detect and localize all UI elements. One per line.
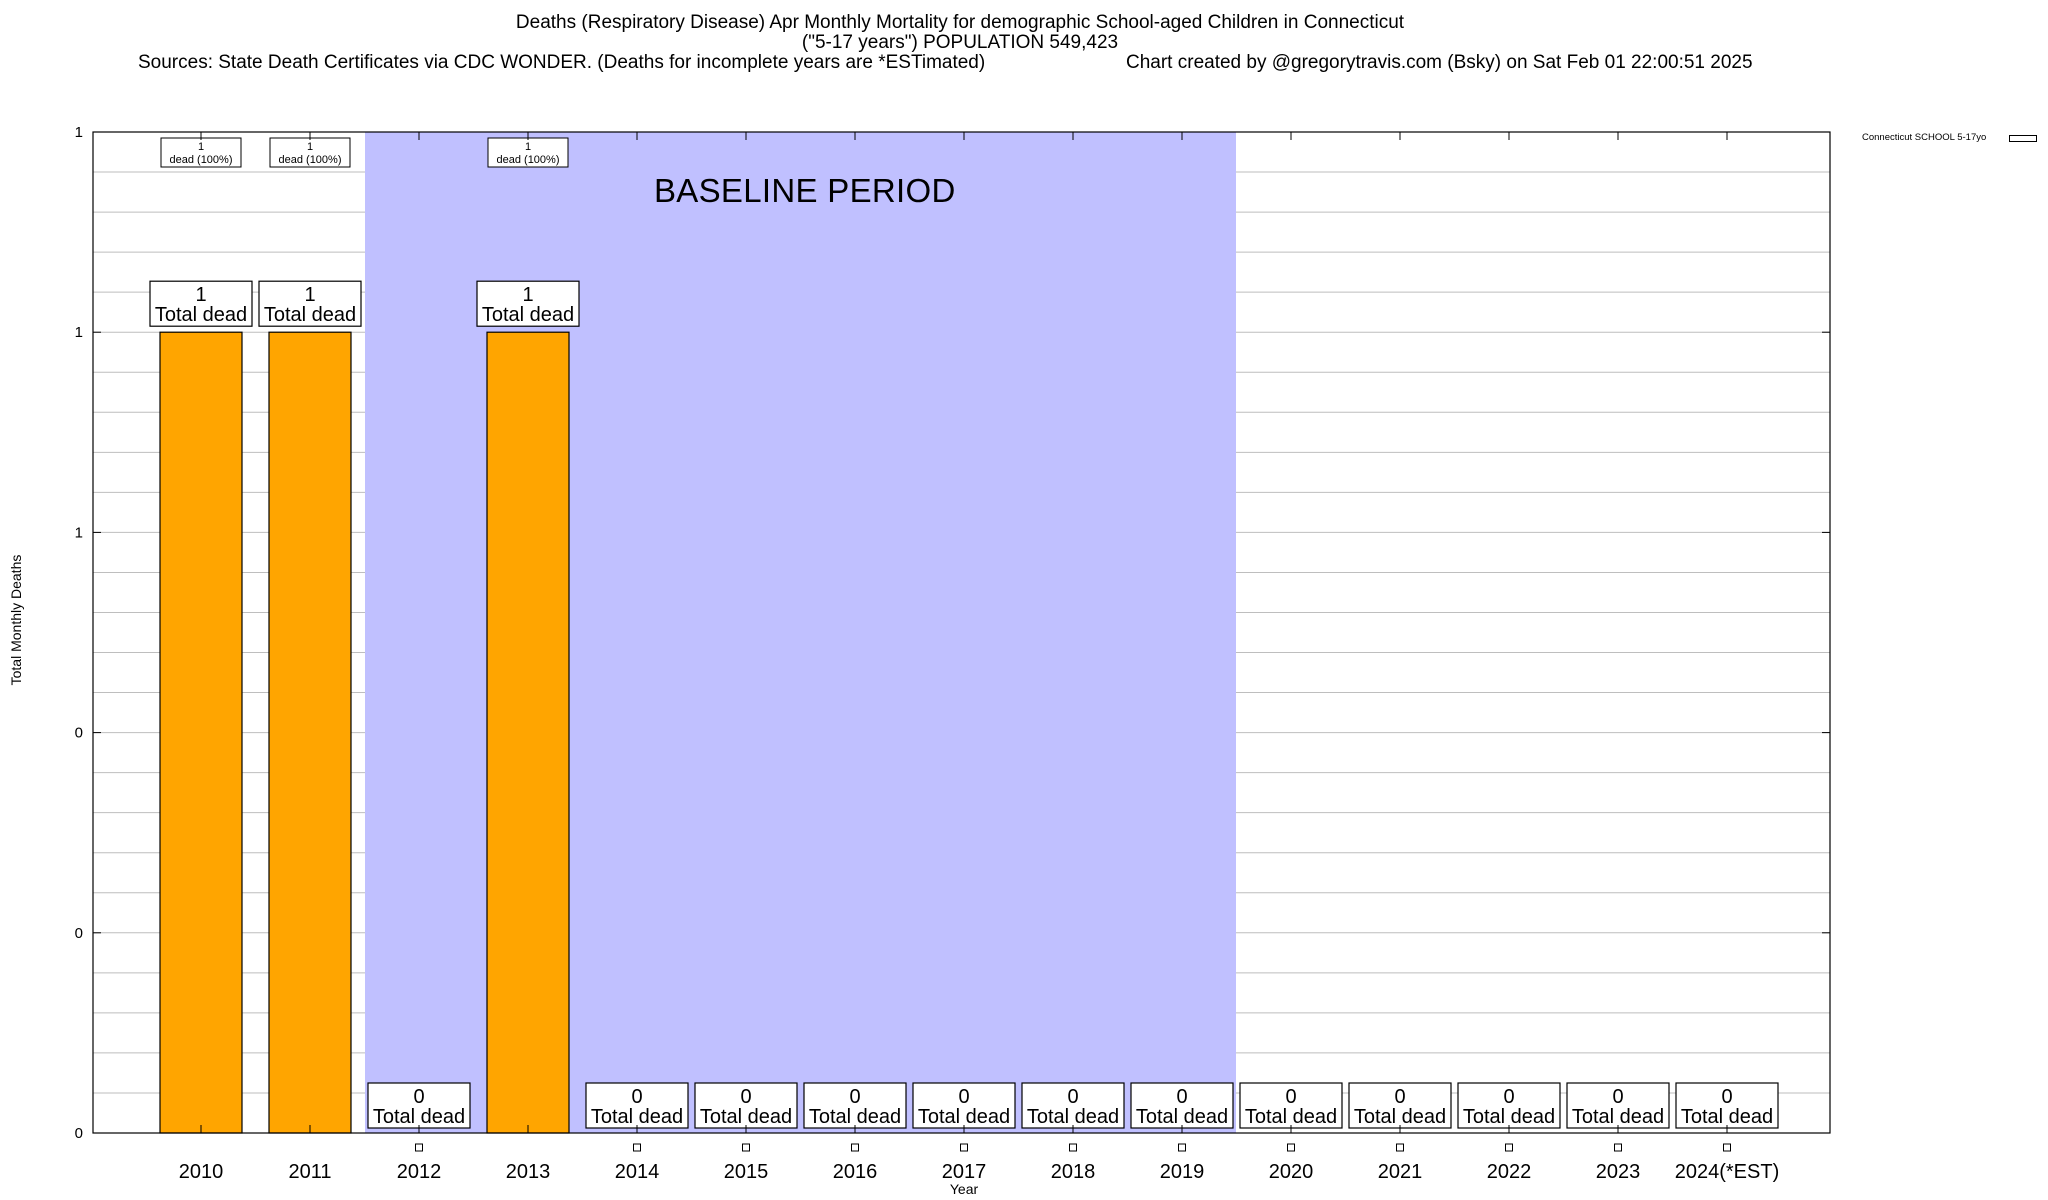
total-label-box-2020	[1239, 1082, 1343, 1129]
zero-marker-2014	[633, 1143, 641, 1152]
total-label-text-2014: Total dead	[591, 1106, 683, 1128]
inner-label-count-2010: 1	[198, 141, 204, 153]
total-label-box-2024(*EST)	[1675, 1082, 1779, 1129]
legend-entry-label: Connecticut SCHOOL 5-17yo	[1862, 132, 1987, 143]
legend-swatch	[2009, 135, 2037, 142]
inner-label-box-2010	[160, 137, 242, 168]
total-label-box-2019	[1130, 1082, 1234, 1129]
x-tick-label-2016: 2016	[833, 1161, 878, 1183]
total-label-count-2022: 0	[1503, 1086, 1514, 1108]
zero-marker-2018	[1069, 1143, 1077, 1152]
total-label-text-2019: Total dead	[1136, 1106, 1228, 1128]
total-label-text-2022: Total dead	[1463, 1106, 1555, 1128]
zero-marker-2020	[1287, 1143, 1295, 1152]
total-label-box-2016	[803, 1082, 907, 1129]
total-label-text-2021: Total dead	[1354, 1106, 1446, 1128]
total-label-text-2023: Total dead	[1572, 1106, 1664, 1128]
inner-label-count-2011: 1	[307, 141, 313, 153]
zero-marker-2015	[742, 1143, 750, 1152]
inner-label-count-2013: 1	[525, 141, 531, 153]
total-label-box-2015	[694, 1082, 798, 1129]
total-label-count-2013: 1	[522, 284, 533, 306]
total-label-text-2015: Total dead	[700, 1106, 792, 1128]
zero-marker-2012	[415, 1143, 423, 1152]
x-tick-label-2019: 2019	[1160, 1161, 1205, 1183]
inner-label-text-2010: dead (100%)	[170, 154, 233, 166]
total-label-count-2017: 0	[958, 1086, 969, 1108]
total-label-box-2014	[585, 1082, 689, 1129]
zero-marker-2022	[1505, 1143, 1513, 1152]
chart-sources-note: Sources: State Death Certificates via CD…	[138, 52, 986, 73]
zero-marker-2024(*EST)	[1723, 1143, 1731, 1152]
x-tick-label-2017: 2017	[942, 1161, 987, 1183]
total-label-text-2016: Total dead	[809, 1106, 901, 1128]
total-label-text-2017: Total dead	[918, 1106, 1010, 1128]
y-tick-label: 0	[75, 1125, 83, 1142]
x-tick-label-2020: 2020	[1269, 1161, 1314, 1183]
y-tick-label: 1	[75, 124, 83, 141]
x-tick-label-2023: 2023	[1596, 1161, 1641, 1183]
y-axis-label: Total Monthly Deaths	[8, 554, 24, 686]
zero-marker-2017	[960, 1143, 968, 1152]
x-tick-label-2013: 2013	[506, 1161, 551, 1183]
bar-2011	[268, 331, 352, 1134]
chart-subtitle-population: ("5-17 years") POPULATION 549,423	[801, 32, 1119, 53]
y-tick-label: 1	[75, 524, 83, 541]
total-label-box-2010	[149, 280, 253, 327]
x-tick-label-2022: 2022	[1487, 1161, 1532, 1183]
total-label-box-2011	[258, 280, 362, 327]
total-label-text-2024(*EST): Total dead	[1681, 1106, 1773, 1128]
y-tick-label: 1	[75, 324, 83, 341]
total-label-count-2018: 0	[1067, 1086, 1078, 1108]
total-label-text-2018: Total dead	[1027, 1106, 1119, 1128]
zero-marker-2023	[1614, 1143, 1622, 1152]
total-label-box-2017	[912, 1082, 1016, 1129]
x-tick-label-2014: 2014	[615, 1161, 660, 1183]
total-label-count-2019: 0	[1176, 1086, 1187, 1108]
total-label-count-2023: 0	[1612, 1086, 1623, 1108]
x-tick-label-2012: 2012	[397, 1161, 442, 1183]
baseline-period-label: BASELINE PERIOD	[654, 172, 956, 209]
total-label-text-2011: Total dead	[264, 304, 356, 326]
x-tick-label-2021: 2021	[1378, 1161, 1423, 1183]
total-label-count-2021: 0	[1394, 1086, 1405, 1108]
total-label-text-2020: Total dead	[1245, 1106, 1337, 1128]
zero-marker-2021	[1396, 1143, 1404, 1152]
y-tick-label: 0	[75, 725, 83, 742]
total-label-count-2024(*EST): 0	[1721, 1086, 1732, 1108]
bar-2010	[159, 331, 243, 1134]
bar-2013	[486, 331, 570, 1134]
total-label-count-2016: 0	[849, 1086, 860, 1108]
total-label-count-2011: 1	[304, 284, 315, 306]
x-axis-label: Year	[949, 1181, 979, 1197]
inner-label-text-2013: dead (100%)	[497, 154, 560, 166]
chart-title: Deaths (Respiratory Disease) Apr Monthly…	[515, 12, 1405, 33]
total-label-text-2012: Total dead	[373, 1106, 465, 1128]
zero-marker-2016	[851, 1143, 859, 1152]
total-label-text-2013: Total dead	[482, 304, 574, 326]
total-label-text-2010: Total dead	[155, 304, 247, 326]
x-tick-label-2011: 2011	[288, 1161, 331, 1183]
y-tick-label: 0	[75, 925, 83, 942]
total-label-box-2013	[476, 280, 580, 327]
x-tick-label-2015: 2015	[724, 1161, 769, 1183]
x-tick-label-2018: 2018	[1051, 1161, 1096, 1183]
inner-label-box-2011	[269, 137, 351, 168]
x-tick-label-2010: 2010	[179, 1161, 224, 1183]
plot-frame	[92, 131, 1831, 1134]
inner-label-text-2011: dead (100%)	[279, 154, 342, 166]
total-label-count-2010: 1	[195, 284, 206, 306]
zero-marker-2019	[1178, 1143, 1186, 1152]
total-label-box-2022	[1457, 1082, 1561, 1129]
x-tick-label-2024(*EST): 2024(*EST)	[1675, 1161, 1780, 1183]
chart-credit-note: Chart created by @gregorytravis.com (Bsk…	[1126, 52, 1753, 73]
total-label-count-2012: 0	[413, 1086, 424, 1108]
total-label-box-2023	[1566, 1082, 1670, 1129]
total-label-count-2015: 0	[740, 1086, 751, 1108]
total-label-count-2014: 0	[631, 1086, 642, 1108]
total-label-count-2020: 0	[1285, 1086, 1296, 1108]
